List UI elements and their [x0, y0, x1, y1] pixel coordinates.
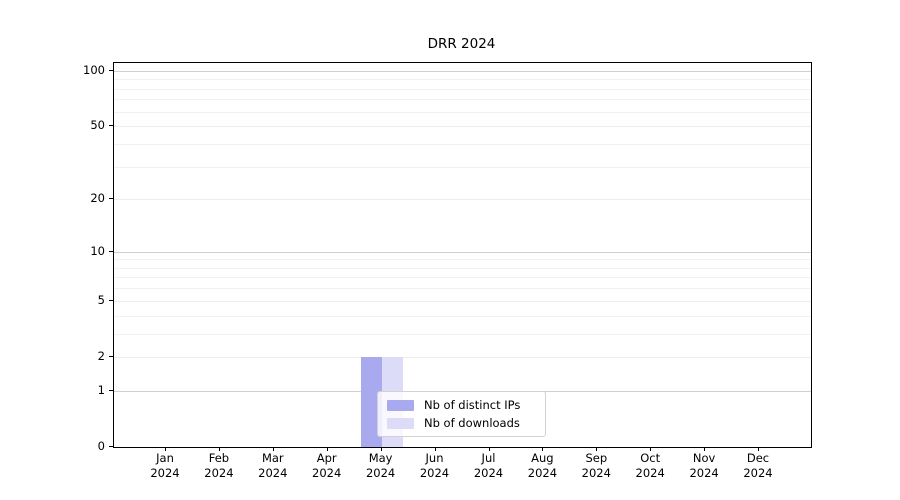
- gridline-major: [114, 198, 811, 200]
- y-tick-label: 10: [90, 243, 105, 258]
- x-tick-label: Jul 2024: [473, 451, 504, 480]
- x-tick-mark: [758, 447, 759, 451]
- gridline-major: [114, 357, 811, 359]
- gridline-minor: [114, 88, 811, 90]
- x-tick-label: Mar 2024: [258, 451, 288, 480]
- gridline-minor: [114, 144, 811, 146]
- x-tick-mark: [488, 447, 490, 451]
- chart-title: DRR 2024: [427, 36, 496, 52]
- x-tick-label: Dec 2024: [743, 451, 773, 480]
- x-tick-label: Nov 2024: [689, 451, 719, 480]
- x-tick-label: Feb 2024: [204, 451, 234, 480]
- legend-label-downloads: Nb of downloads: [424, 416, 520, 430]
- x-tick-mark: [650, 447, 652, 451]
- x-tick-label: May 2024: [365, 451, 396, 480]
- bar-nb-of-distinct-ips: [360, 357, 382, 447]
- y-tick-mark: [109, 446, 113, 447]
- x-tick-mark: [434, 447, 436, 451]
- y-tick-mark: [109, 356, 113, 358]
- gridline-minor: [114, 167, 811, 168]
- gridline-minor: [114, 288, 811, 290]
- y-tick-label: 0: [97, 439, 105, 453]
- legend-swatch-distinct-ips: [387, 399, 414, 411]
- x-tick-mark: [326, 447, 328, 451]
- gridline-minor: [114, 259, 811, 261]
- y-tick-mark: [109, 389, 113, 391]
- y-tick-label: 50: [90, 118, 105, 133]
- y-tick-label: 2: [97, 349, 105, 364]
- legend-label-distinct-ips: Nb of distinct IPs: [424, 398, 521, 412]
- gridline-minor: [114, 277, 811, 279]
- y-tick-mark: [109, 125, 113, 127]
- y-tick-mark: [109, 299, 113, 301]
- gridline-major: [114, 300, 811, 302]
- legend-item-downloads: Nb of downloads: [387, 416, 545, 430]
- gridline-minor: [114, 99, 811, 101]
- legend-swatch-downloads: [387, 417, 414, 429]
- y-tick-mark: [109, 69, 113, 71]
- x-tick-label: Oct 2024: [635, 451, 665, 480]
- gridline-major: [114, 251, 811, 253]
- y-tick-label: 20: [90, 190, 105, 205]
- y-tick-label: 100: [83, 62, 105, 77]
- legend-item-distinct-ips: Nb of distinct IPs: [387, 398, 545, 412]
- x-tick-mark: [704, 447, 706, 451]
- x-tick-label: Jun 2024: [419, 451, 450, 480]
- x-tick-mark: [165, 447, 166, 451]
- x-tick-mark: [596, 447, 598, 451]
- gridline-major: [114, 70, 811, 72]
- y-tick-label: 1: [97, 382, 105, 397]
- gridline-minor: [114, 267, 811, 269]
- x-tick-label: Jan 2024: [150, 451, 180, 480]
- x-tick-mark: [218, 447, 220, 451]
- gridline-minor: [114, 111, 811, 113]
- gridline-major: [114, 126, 811, 128]
- x-tick-mark: [542, 447, 544, 451]
- gridline-minor: [114, 334, 811, 335]
- x-tick-label: Sep 2024: [581, 451, 611, 480]
- y-tick-label: 5: [97, 292, 105, 307]
- x-tick-label: Apr 2024: [312, 451, 342, 480]
- x-tick-mark: [272, 447, 274, 451]
- y-tick-mark: [109, 197, 113, 199]
- x-tick-mark: [380, 447, 382, 451]
- legend: Nb of distinct IPs Nb of downloads: [377, 391, 546, 437]
- gridline-minor: [114, 315, 811, 317]
- gridline-minor: [114, 79, 811, 81]
- y-tick-mark: [109, 250, 113, 252]
- x-tick-label: Aug 2024: [527, 451, 558, 480]
